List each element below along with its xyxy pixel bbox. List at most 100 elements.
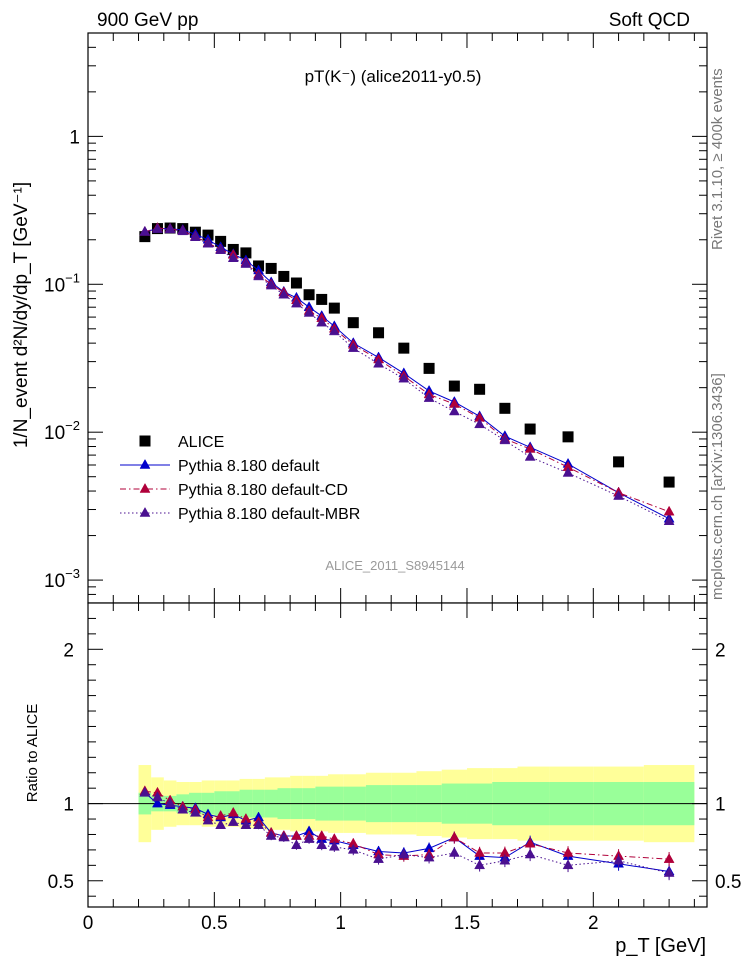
legend-marker-triangle — [139, 482, 151, 493]
data-point-square — [265, 262, 277, 274]
data-point-square — [398, 342, 410, 354]
data-point-triangle — [202, 237, 214, 248]
ratio-axes: 0.5 0.5 1 1 2 2 0 0.5 1 1.5 2 — [48, 602, 741, 934]
ratio-frame — [87, 602, 708, 908]
data-point-square — [663, 476, 675, 488]
ratio-point-triangle — [347, 843, 359, 854]
ratio-point-triangle — [398, 848, 410, 859]
ratio-point-triangle — [423, 851, 435, 862]
legend-item: Pythia 8.180 default — [120, 458, 320, 475]
data-point-square — [524, 423, 536, 435]
ratio-point-triangle — [663, 867, 675, 877]
data-point-square — [562, 431, 574, 443]
ratio-point-triangle — [189, 806, 201, 817]
data-point-square — [316, 293, 328, 305]
ratio-series-2 — [139, 786, 675, 881]
data-point-triangle — [448, 405, 460, 416]
data-point-triangle — [347, 342, 359, 352]
side-label-site: mcplots.cern.ch [arXiv:1306.3436] — [709, 373, 726, 600]
data-point-triangle — [278, 288, 290, 299]
legend-marker-triangle — [139, 506, 151, 517]
ratio-point-triangle — [303, 833, 315, 843]
legend-label: Pythia 8.180 default-CD — [178, 482, 348, 499]
data-point-triangle — [152, 223, 163, 233]
legend-item: Pythia 8.180 default-MBR — [120, 506, 360, 523]
ratio-y-tick-label-left: 1 — [63, 795, 74, 816]
legend-label: Pythia 8.180 default — [178, 458, 320, 475]
data-point-triangle — [562, 466, 574, 477]
data-point-triangle — [663, 505, 675, 516]
data-point-triangle — [398, 372, 410, 383]
main-title: pT(K⁻) (alice2011-y0.5) — [305, 67, 482, 86]
data-point-triangle — [499, 434, 511, 445]
data-point-triangle — [164, 223, 176, 234]
ratio-x-tick-label: 1 — [335, 913, 346, 934]
data-point-square — [448, 380, 460, 392]
main-series-layer — [139, 222, 675, 525]
header-left: 900 GeV pp — [97, 10, 198, 31]
header-right: Soft QCD — [609, 10, 690, 31]
legend-label: ALICE — [178, 434, 224, 451]
ratio-y-tick-label-right: 0.5 — [715, 872, 741, 893]
data-point-triangle — [253, 270, 264, 281]
data-point-triangle — [139, 225, 151, 236]
ratio-point-triangle — [328, 840, 340, 851]
ratio-point-triangle — [448, 846, 460, 857]
data-point-triangle — [291, 297, 302, 308]
data-point-triangle — [373, 357, 384, 368]
data-point-square — [278, 270, 290, 282]
ratio-point-triangle — [265, 830, 277, 840]
data-point-triangle — [524, 450, 536, 461]
ratio-y-tick-label-left: 2 — [63, 640, 74, 661]
ratio-series-layer — [139, 785, 675, 881]
data-point-triangle — [215, 244, 227, 254]
ratio-point-triangle — [613, 854, 624, 865]
data-point-triangle — [423, 392, 435, 402]
ratio-point-triangle — [524, 837, 536, 848]
data-point-triangle — [663, 515, 675, 525]
data-point-square — [303, 289, 315, 301]
ratio-point-triangle — [139, 786, 151, 797]
ratio-point-triangle — [291, 839, 302, 850]
ratio-y-tick-label-left: 0.5 — [48, 872, 74, 893]
legend-marker-square — [139, 435, 151, 447]
ratio-point-triangle — [152, 797, 163, 808]
data-point-triangle — [303, 306, 315, 317]
ratio-ylabel: Ratio to ALICE — [24, 704, 41, 802]
ratio-y-tick-label-right: 1 — [715, 795, 726, 816]
ratio-point-triangle — [177, 803, 189, 814]
main-plot-area — [88, 33, 707, 603]
ratio-point-triangle — [202, 814, 214, 825]
data-point-square — [373, 327, 385, 339]
y-tick-label: 10−2 — [44, 418, 80, 444]
ratio-point-triangle — [524, 848, 536, 859]
ratio-point-triangle — [253, 819, 264, 829]
data-point-triangle — [613, 490, 624, 500]
data-point-square — [328, 302, 340, 314]
ratio-point-triangle — [474, 846, 486, 857]
ratio-point-triangle — [474, 859, 486, 870]
data-point-triangle — [177, 225, 189, 236]
ratio-x-tick-label: 2 — [588, 913, 599, 934]
ratio-point-triangle — [663, 853, 675, 863]
data-point-square — [290, 277, 302, 289]
series-3 — [139, 223, 675, 525]
legend: ALICE Pythia 8.180 default Pythia 8.180 de… — [120, 434, 360, 523]
legend-marker-triangle — [139, 458, 151, 469]
data-point-square — [347, 317, 359, 329]
ratio-xlabel: p_T [GeV] — [615, 935, 706, 957]
ratio-point-triangle — [278, 831, 290, 842]
ratio-point-triangle — [240, 819, 252, 829]
data-point-square — [474, 383, 486, 395]
data-point-triangle — [265, 279, 277, 290]
data-point-triangle — [240, 258, 252, 268]
legend-label: Pythia 8.180 default-MBR — [178, 506, 360, 523]
ratio-point-triangle — [227, 816, 239, 826]
data-point-square — [139, 231, 151, 243]
data-point-triangle — [316, 316, 328, 327]
ratio-x-tick-label: 1.5 — [454, 913, 480, 934]
data-point-square — [240, 247, 252, 259]
ratio-point-triangle — [316, 839, 328, 850]
watermark: ALICE_2011_S8945144 — [325, 558, 464, 573]
